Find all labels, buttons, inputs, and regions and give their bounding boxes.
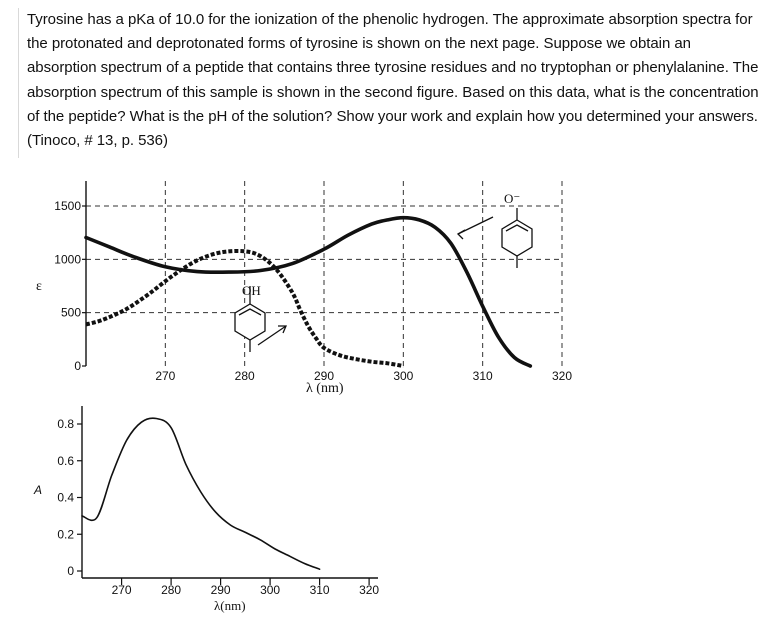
absorbance-spectrum-chart: 0 0.2 0.4 0.6 0.8 270 280 290 300 310 320 A λ(nm) (33, 406, 379, 613)
absorbance-x-axis-label: λ(nm) (214, 598, 246, 613)
absorbance-y-tick-label: 0.8 (57, 417, 74, 431)
epsilon-x-tick-label: 290 (314, 369, 334, 383)
epsilon-x-tick-label: 300 (393, 369, 413, 383)
absorbance-x-tick-labels: 270 280 290 300 310 320 (112, 578, 379, 597)
epsilon-y-tick-label: 1000 (54, 252, 81, 266)
phenolate-spectrum-line (84, 215, 533, 368)
oh-annotation: OH (242, 283, 261, 298)
absorbance-y-tick-label: 0.2 (57, 527, 74, 541)
o-minus-annotation: O⁻ (504, 191, 520, 206)
absorbance-x-tick-label: 290 (211, 583, 231, 597)
absorbance-y-tick-labels: 0 0.2 0.4 0.6 0.8 (57, 417, 82, 578)
absorbance-series (81, 417, 321, 570)
epsilon-x-tick-label: 280 (235, 369, 255, 383)
phenol-structure-icon (234, 286, 287, 352)
epsilon-chart-grid (82, 181, 563, 367)
absorbance-spectrum-line (81, 417, 321, 570)
problem-text: Tyrosine has a pKa of 10.0 for the ioniz… (27, 11, 759, 150)
epsilon-y-tick-label: 500 (61, 306, 81, 320)
epsilon-y-axis-label: ε (36, 279, 42, 294)
epsilon-x-axis-label: λ (nm) (306, 381, 344, 396)
absorbance-y-tick-label: 0.6 (57, 454, 74, 468)
absorbance-x-tick-label: 280 (161, 583, 181, 597)
epsilon-x-tick-label: 270 (155, 369, 175, 383)
absorbance-y-tick-label: 0 (67, 564, 74, 578)
epsilon-spectrum-chart: 0 500 1000 1500 270 280 290 300 310 320 ε λ (nm)… (36, 181, 572, 396)
problem-statement: Tyrosine has a pKa of 10.0 for the ioniz… (18, 8, 762, 158)
phenol-spectrum-line (85, 248, 404, 368)
absorbance-x-tick-label: 270 (112, 583, 132, 597)
epsilon-y-tick-labels: 0 500 1000 1500 (54, 199, 81, 373)
epsilon-y-tick-label: 0 (74, 359, 81, 373)
epsilon-y-tick-label: 1500 (54, 199, 81, 213)
epsilon-x-tick-label: 310 (473, 369, 493, 383)
epsilon-series (84, 215, 533, 368)
absorbance-y-axis-label: A (33, 483, 42, 497)
phenolate-structure-icon (456, 208, 533, 268)
epsilon-x-tick-label: 320 (552, 369, 572, 383)
absorbance-x-tick-label: 310 (310, 583, 330, 597)
absorbance-x-tick-label: 320 (359, 583, 379, 597)
epsilon-x-tick-labels: 270 280 290 300 310 320 (155, 369, 572, 383)
absorbance-x-tick-label: 300 (260, 583, 280, 597)
absorbance-y-tick-label: 0.4 (57, 491, 74, 505)
